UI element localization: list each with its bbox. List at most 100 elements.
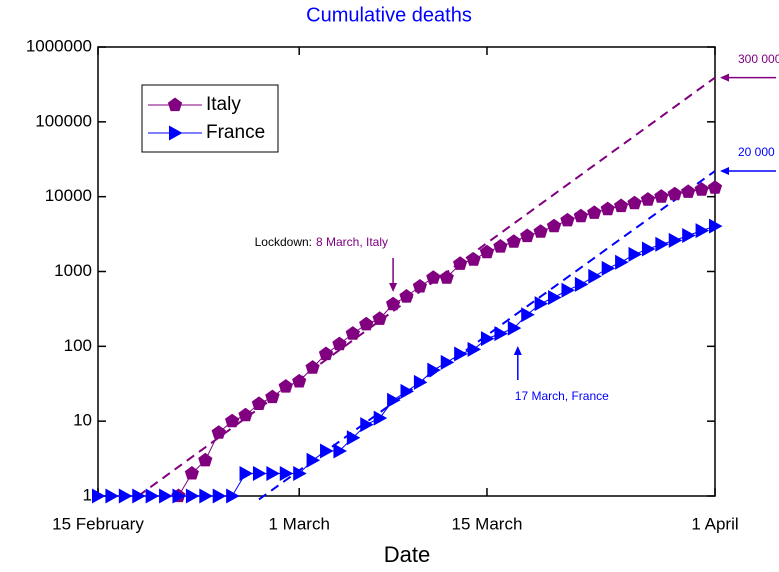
point: [278, 379, 293, 393]
y-tick-label: 10000: [45, 186, 92, 205]
point: [360, 417, 374, 433]
point: [412, 279, 427, 293]
point: [507, 320, 522, 336]
point: [667, 186, 682, 201]
point: [588, 268, 602, 284]
point: [681, 184, 696, 198]
point: [386, 296, 401, 311]
y-tick-label: 100000: [35, 111, 92, 130]
point: [534, 296, 549, 312]
point: [320, 443, 334, 459]
point: [466, 252, 481, 266]
legend-box: [141, 84, 279, 153]
y-tick-label: 1000: [54, 261, 92, 280]
point: [494, 326, 508, 342]
x-tick-label: 1 April: [691, 514, 738, 533]
point: [172, 488, 186, 504]
y-tick-label: 100: [64, 336, 92, 355]
point: [506, 234, 521, 248]
point: [306, 452, 321, 468]
point: [561, 282, 575, 298]
point: [600, 201, 615, 216]
point: [454, 346, 468, 362]
point: [159, 488, 173, 504]
point: [332, 336, 347, 351]
point: [373, 410, 388, 426]
x-tick-label: 15 February: [52, 514, 144, 533]
point: [345, 326, 360, 340]
point: [426, 270, 441, 284]
y-tick-label: 1000000: [26, 36, 92, 55]
annotation-lead: Lockdown:: [255, 235, 312, 249]
point: [573, 208, 588, 223]
point: [198, 452, 213, 467]
point: [346, 430, 361, 446]
point: [682, 228, 696, 244]
legend-marker: [169, 125, 183, 141]
legend-marker: [167, 97, 183, 112]
point: [279, 465, 294, 481]
point: [225, 413, 240, 428]
point: [372, 311, 387, 325]
point: [305, 360, 320, 374]
point: [239, 465, 254, 481]
x-tick-label: 15 March: [452, 514, 523, 533]
point: [627, 195, 642, 210]
point: [400, 383, 414, 399]
point: [212, 488, 227, 504]
point: [145, 488, 160, 504]
point: [211, 425, 226, 439]
point: [251, 396, 267, 410]
point: [614, 198, 629, 213]
point: [413, 374, 428, 390]
point: [615, 254, 629, 270]
point: [118, 488, 133, 504]
point: [105, 488, 119, 504]
series-line: [98, 225, 716, 497]
point: [292, 373, 307, 388]
legend-label: France: [206, 122, 265, 143]
point: [654, 189, 669, 203]
point: [480, 331, 495, 347]
series-line: [178, 187, 716, 497]
end-arrow-head: [720, 73, 729, 82]
point: [574, 276, 589, 292]
point: [548, 289, 562, 305]
point: [359, 316, 374, 331]
point: [184, 466, 199, 480]
point: [185, 488, 200, 504]
point: [92, 488, 106, 504]
point: [266, 465, 280, 481]
chart-title: Cumulative deaths: [306, 4, 472, 26]
end-label: 300 000: [738, 52, 779, 66]
end-label: 20 000: [738, 145, 775, 159]
point: [628, 246, 643, 262]
fit-line: [137, 76, 716, 497]
point: [493, 239, 508, 253]
point: [265, 389, 280, 404]
point: [439, 270, 454, 284]
annotation: 17 March, France: [515, 389, 609, 403]
x-tick-label: 1 March: [268, 514, 329, 533]
point: [521, 307, 535, 323]
point: [587, 205, 602, 219]
point: [467, 341, 482, 357]
point: [655, 236, 669, 252]
point: [318, 346, 334, 361]
point: [533, 224, 548, 238]
point: [694, 182, 709, 196]
point: [479, 244, 495, 259]
point: [453, 256, 468, 270]
point: [387, 392, 401, 408]
point: [668, 232, 683, 248]
annotation-arrow-head: [513, 346, 522, 355]
point: [427, 362, 441, 378]
point: [560, 212, 575, 227]
end-arrow-head: [720, 167, 729, 176]
legend-label: Italy: [206, 94, 241, 115]
point: [238, 407, 253, 422]
y-tick-label: 10: [73, 411, 92, 430]
point: [695, 223, 710, 239]
point: [226, 488, 240, 504]
